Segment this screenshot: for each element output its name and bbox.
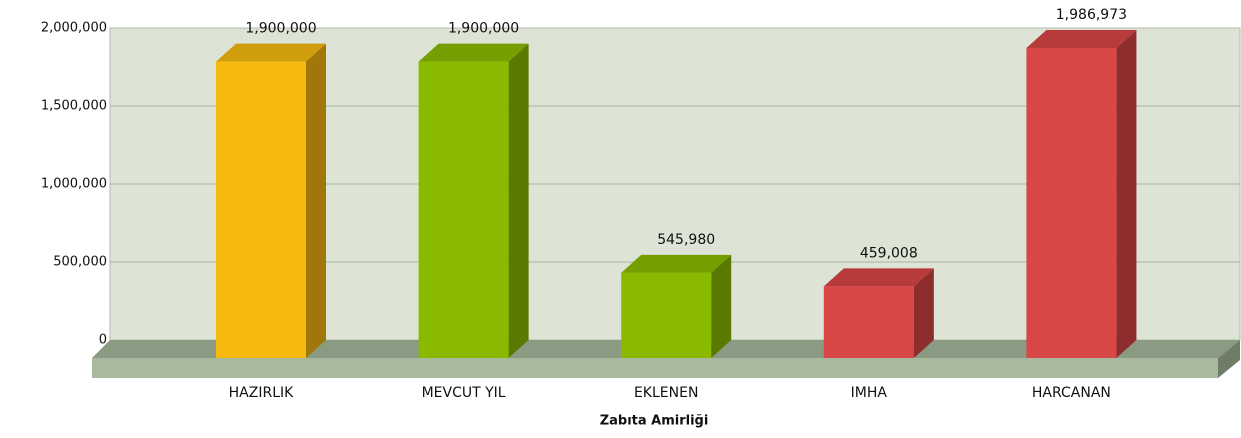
value-label: 459,008 (860, 245, 918, 261)
value-label: 1,900,000 (245, 21, 316, 37)
bar-side (508, 43, 529, 358)
x-tick-label: IMHA (851, 385, 888, 401)
bar (1026, 48, 1117, 358)
bar-top-shade (216, 43, 326, 62)
y-tick-label: 2,000,000 (41, 21, 107, 36)
bar-side-shade (306, 43, 326, 358)
x-axis-title: Zabıta Amirliği (600, 414, 709, 429)
bar-side-shade (711, 254, 732, 358)
bar (823, 286, 914, 358)
bar (418, 61, 509, 358)
bar (216, 61, 306, 358)
floor-front (92, 358, 1218, 378)
floor-side (1218, 340, 1240, 378)
bar-side-shade (913, 268, 934, 358)
bar-top-shade (1026, 30, 1137, 49)
bar-top (216, 43, 326, 62)
x-tick-label: MEVCUT YIL (422, 385, 506, 401)
y-tick-label: 1,500,000 (41, 99, 107, 114)
bar-side (1116, 30, 1137, 358)
bar-top (1026, 30, 1137, 49)
bar-top-shade (621, 254, 732, 273)
x-tick-label: HAZIRLIK (229, 385, 294, 401)
value-label: 1,986,973 (1056, 7, 1127, 23)
bar-side-shade (508, 43, 529, 358)
y-tick-label: 0 (99, 333, 107, 348)
bar-side (711, 254, 732, 358)
bar-top-shade (823, 268, 934, 287)
bar (621, 272, 712, 358)
value-label: 1,900,000 (448, 21, 519, 37)
y-tick-label: 1,000,000 (41, 177, 107, 192)
y-tick-label: 500,000 (53, 255, 107, 270)
bar-top (621, 254, 732, 273)
bar-top-shade (418, 43, 529, 62)
x-tick-label: HARCANAN (1032, 385, 1111, 401)
bar-top (823, 268, 934, 287)
bar-side (306, 43, 326, 358)
bar-side (913, 268, 934, 358)
bar-top (418, 43, 529, 62)
value-label: 545,980 (657, 232, 715, 248)
bar-side-shade (1116, 30, 1137, 358)
x-tick-label: EKLENEN (634, 385, 698, 401)
